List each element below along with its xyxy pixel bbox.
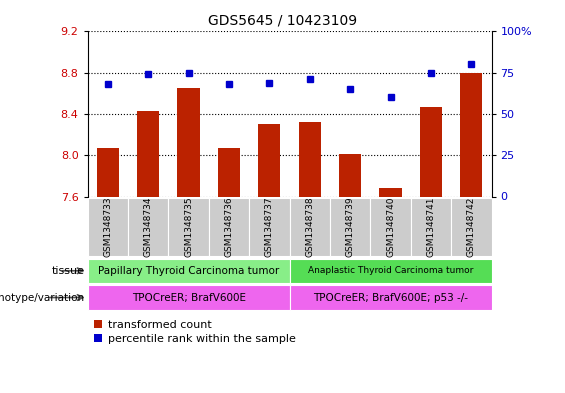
Text: GSM1348735: GSM1348735 [184, 196, 193, 257]
Bar [371, 198, 411, 256]
Text: tissue: tissue [52, 266, 85, 276]
Bar [209, 198, 249, 256]
Bar [97, 148, 119, 196]
Text: Papillary Thyroid Carcinoma tumor: Papillary Thyroid Carcinoma tumor [98, 266, 279, 276]
Legend: transformed count, percentile rank within the sample: transformed count, percentile rank withi… [93, 320, 295, 344]
Bar [451, 198, 492, 256]
Bar [137, 111, 159, 196]
Text: GDS5645 / 10423109: GDS5645 / 10423109 [208, 14, 357, 28]
Bar [88, 198, 128, 256]
Text: TPOCreER; BrafV600E: TPOCreER; BrafV600E [132, 292, 246, 303]
Bar [290, 285, 492, 310]
Bar [299, 122, 321, 196]
Bar [88, 259, 290, 283]
Bar [88, 285, 290, 310]
Bar [290, 259, 492, 283]
Text: genotype/variation: genotype/variation [0, 292, 85, 303]
Bar [380, 188, 402, 196]
Bar [168, 198, 209, 256]
Text: GSM1348737: GSM1348737 [265, 196, 274, 257]
Bar [420, 107, 442, 196]
Bar [330, 198, 371, 256]
Bar [460, 73, 483, 196]
Bar [128, 198, 168, 256]
Bar [411, 198, 451, 256]
Text: TPOCreER; BrafV600E; p53 -/-: TPOCreER; BrafV600E; p53 -/- [313, 292, 468, 303]
Bar [218, 148, 240, 196]
Text: GSM1348741: GSM1348741 [427, 197, 436, 257]
Text: GSM1348740: GSM1348740 [386, 197, 395, 257]
Text: Anaplastic Thyroid Carcinoma tumor: Anaplastic Thyroid Carcinoma tumor [308, 266, 473, 275]
Text: GSM1348742: GSM1348742 [467, 197, 476, 257]
Bar [339, 154, 361, 196]
Text: GSM1348734: GSM1348734 [144, 197, 153, 257]
Text: GSM1348736: GSM1348736 [224, 196, 233, 257]
Bar [177, 88, 199, 196]
Bar [249, 198, 289, 256]
Bar [258, 124, 280, 196]
Bar [290, 198, 330, 256]
Text: GSM1348738: GSM1348738 [305, 196, 314, 257]
Text: GSM1348733: GSM1348733 [103, 196, 112, 257]
Text: GSM1348739: GSM1348739 [346, 196, 355, 257]
